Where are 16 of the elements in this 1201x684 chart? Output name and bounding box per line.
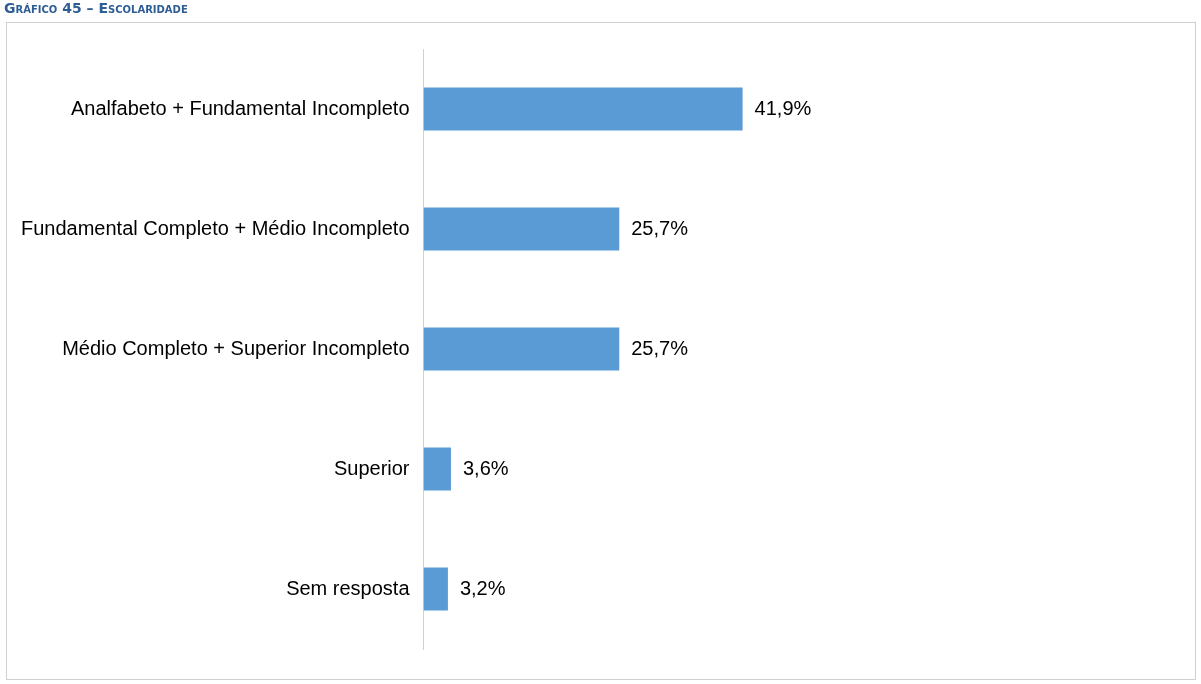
y-tick-label: Fundamental Completo + Médio Incompleto <box>21 216 410 239</box>
bar <box>423 87 743 131</box>
data-label: 25,7% <box>631 216 689 239</box>
y-tick-label: Médio Completo + Superior Incompleto <box>62 336 410 359</box>
bar <box>423 567 448 611</box>
data-label: 3,2% <box>459 576 506 599</box>
bar <box>423 447 451 491</box>
data-label: 25,7% <box>631 336 689 359</box>
bar <box>423 327 620 371</box>
data-label: 41,9% <box>754 96 812 119</box>
bar <box>423 207 620 251</box>
y-tick-label: Analfabeto + Fundamental Incompleto <box>70 96 410 119</box>
y-tick-label: Sem resposta <box>286 576 411 599</box>
text: Gráfico 45 – Escolaridade <box>4 0 188 16</box>
data-label: 3,6% <box>462 456 509 479</box>
y-tick-label: Superior <box>333 456 410 479</box>
